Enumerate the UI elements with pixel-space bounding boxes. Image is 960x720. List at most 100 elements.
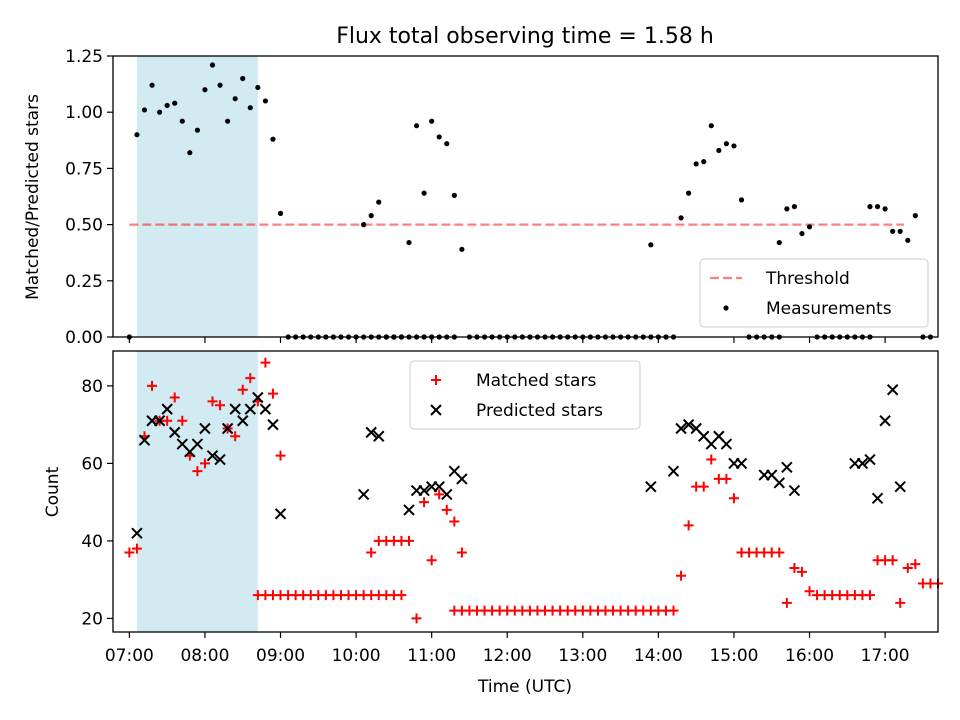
measurement-point (194, 127, 200, 133)
matched-point (887, 555, 898, 566)
measurement-point (905, 237, 911, 243)
top-y-axis-label: Matched/Predicted stars (23, 94, 43, 300)
measurement-point (882, 206, 888, 212)
matched-point (910, 559, 921, 570)
measurement-point (157, 109, 163, 115)
predicted-point (274, 508, 287, 520)
matched-point (721, 473, 732, 484)
predicted-point (131, 527, 143, 539)
measurement-point (255, 84, 261, 91)
matched-point (419, 497, 430, 508)
predicted-point (373, 430, 385, 442)
matched-point (676, 570, 687, 581)
predicted-point (206, 449, 219, 462)
x-axis-label: Time (UTC) (477, 677, 572, 697)
y-tick-label: 0.75 (65, 159, 103, 179)
predicted-point (418, 484, 430, 497)
measurement-point (141, 107, 148, 113)
x-tick-label: 12:00 (483, 646, 532, 666)
matched-point (403, 535, 414, 546)
measurement-point (723, 141, 729, 147)
y-tick-label: 1.00 (65, 103, 103, 123)
matched-point (177, 415, 188, 426)
x-tick-label: 10:00 (332, 646, 381, 666)
predicted-point (894, 480, 906, 493)
measurement-point (187, 150, 193, 156)
axes-frame (112, 55, 939, 338)
measurement-point (791, 204, 798, 210)
predicted-point (735, 457, 748, 470)
measurement-point (134, 132, 140, 138)
measurement-point (874, 204, 881, 210)
shaded-span (136, 56, 258, 337)
predicted-point (879, 415, 891, 427)
predicted-point (161, 403, 173, 415)
x-tick-label: 11:00 (407, 646, 456, 666)
matched-point (698, 481, 709, 492)
matched-point (169, 392, 180, 403)
matched-point (215, 400, 226, 411)
matched-point (147, 380, 158, 391)
x-tick-label: 16:00 (785, 646, 834, 666)
measurement-point (406, 239, 412, 246)
predicted-point (221, 422, 234, 435)
predicted-point (720, 438, 733, 450)
matched-point (895, 597, 906, 608)
predicted-point (267, 418, 279, 431)
legend-label: Measurements (766, 299, 892, 319)
measurement-point (784, 206, 790, 212)
measurement-point (731, 143, 737, 149)
series-measurements (126, 62, 934, 340)
matched-point (683, 520, 694, 531)
predicted-point (138, 434, 151, 446)
predicted-point (191, 438, 204, 450)
matched-point (162, 415, 173, 426)
matched-point (199, 458, 210, 469)
measurement-point (361, 222, 367, 228)
predicted-point (259, 403, 272, 415)
predicted-point (169, 426, 181, 439)
measurement-point (164, 102, 170, 109)
predicted-point (788, 484, 801, 497)
measurement-point (270, 136, 276, 142)
predicted-point (856, 457, 869, 470)
measurement-point (890, 228, 896, 234)
measurement-point (277, 210, 284, 216)
predicted-point (214, 453, 226, 466)
predicted-point (675, 422, 687, 435)
matched-point (728, 493, 739, 504)
measurement-point (451, 192, 457, 198)
matched-point (267, 388, 278, 399)
bottom-panel: 20 40 60 80 07:00 08:00 09:00 10:00 11:00 12:00 13… (81, 350, 943, 666)
y-tick-label: 0.00 (65, 328, 103, 348)
predicted-point (645, 480, 657, 493)
matched-point (774, 547, 785, 558)
x-tick-label: 08:00 (180, 646, 229, 666)
matched-point (275, 450, 286, 461)
legend-measurement-swatch (723, 305, 729, 311)
predicted-point (781, 461, 793, 473)
predicted-point (864, 453, 876, 466)
x-tick-label: 17:00 (861, 646, 910, 666)
predicted-point (682, 418, 695, 431)
measurement-point (716, 147, 722, 154)
matched-point (706, 454, 717, 465)
measurement-point (648, 242, 654, 248)
measurement-point (738, 197, 745, 203)
matched-point (456, 547, 467, 558)
legend-predicted-swatch (430, 404, 442, 416)
predicted-point (441, 488, 453, 501)
measurement-point (459, 246, 465, 252)
measurement-point (421, 190, 427, 196)
measurement-point (799, 230, 805, 237)
matched-point (864, 590, 875, 601)
measurement-point (897, 228, 903, 234)
predicted-point (773, 477, 786, 489)
matched-point (192, 466, 203, 477)
measurement-point (912, 213, 918, 219)
predicted-point (886, 384, 899, 396)
matched-point (668, 605, 679, 616)
matched-point (124, 547, 135, 558)
shaded-span (136, 351, 258, 632)
